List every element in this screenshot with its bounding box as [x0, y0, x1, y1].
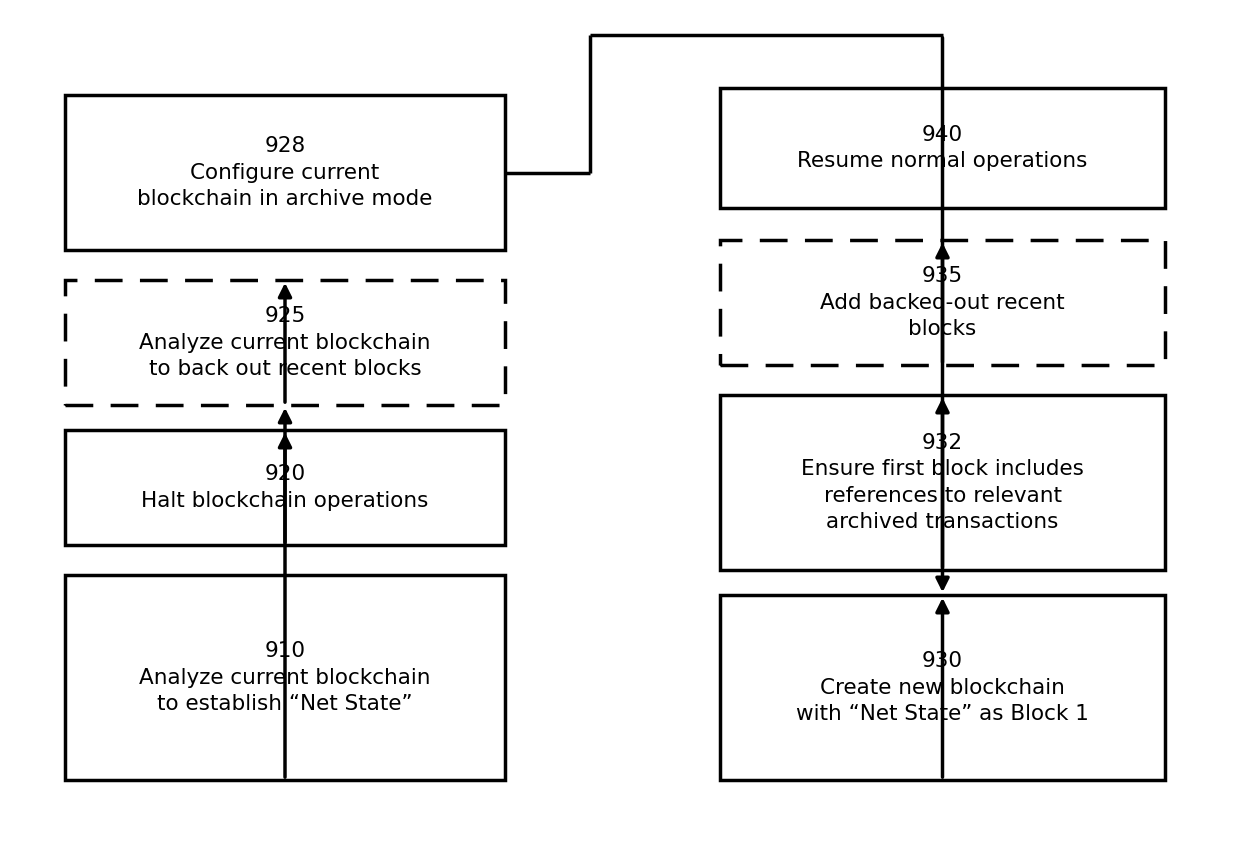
Bar — [720, 240, 1166, 365]
Bar — [64, 575, 505, 780]
Text: 925
Analyze current blockchain
to back out recent blocks: 925 Analyze current blockchain to back o… — [139, 306, 430, 379]
Bar — [720, 595, 1166, 780]
Bar — [64, 95, 505, 250]
Text: 940
Resume normal operations: 940 Resume normal operations — [797, 124, 1087, 172]
Bar — [720, 88, 1166, 208]
Text: 920
Halt blockchain operations: 920 Halt blockchain operations — [141, 464, 429, 510]
Bar — [64, 280, 505, 405]
Text: 930
Create new blockchain
with “Net State” as Block 1: 930 Create new blockchain with “Net Stat… — [796, 651, 1089, 724]
Text: 928
Configure current
blockchain in archive mode: 928 Configure current blockchain in arch… — [138, 136, 433, 209]
Text: 932
Ensure first block includes
references to relevant
archived transactions: 932 Ensure first block includes referenc… — [801, 433, 1084, 532]
Text: 910
Analyze current blockchain
to establish “Net State”: 910 Analyze current blockchain to establ… — [139, 641, 430, 714]
Bar — [720, 395, 1166, 570]
Text: 935
Add backed-out recent
blocks: 935 Add backed-out recent blocks — [820, 266, 1065, 339]
Bar — [64, 430, 505, 545]
